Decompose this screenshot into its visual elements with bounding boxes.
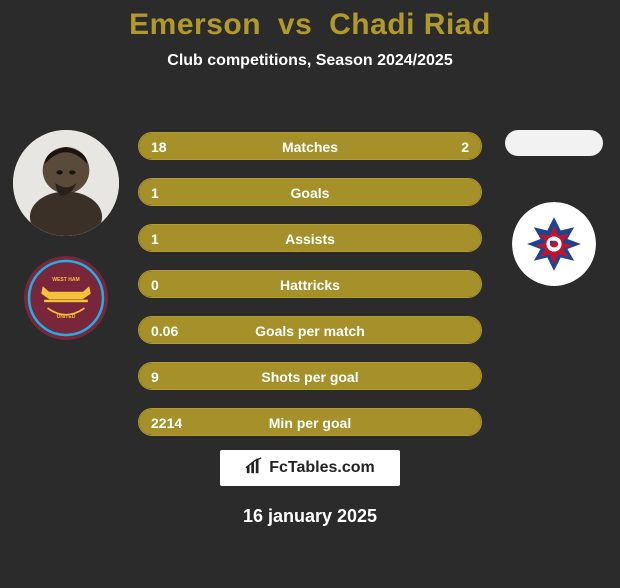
brand-badge[interactable]: FcTables.com — [220, 450, 400, 486]
stat-label: Shots per goal — [139, 363, 481, 390]
stat-label: Hattricks — [139, 271, 481, 298]
stat-label: Goals per match — [139, 317, 481, 344]
stat-row: 1Goals — [138, 178, 482, 206]
player2-column — [494, 130, 614, 286]
brand-chart-icon — [245, 457, 263, 480]
player2-avatar-placeholder — [505, 130, 603, 156]
subtitle: Club competitions, Season 2024/2025 — [0, 52, 620, 70]
stat-bars-container: 18Matches2 1Goals 1Assists 0Hattricks 0.06Go… — [138, 132, 482, 454]
title-vs: vs — [278, 8, 312, 41]
date-text: 16 january 2025 — [0, 506, 620, 527]
svg-text:WEST HAM: WEST HAM — [52, 277, 79, 283]
player1-avatar — [13, 130, 119, 236]
stat-row: 0Hattricks — [138, 270, 482, 298]
stat-row: 0.06Goals per match — [138, 316, 482, 344]
player1-club-badge: WEST HAM UNITED — [24, 256, 108, 340]
title-player1: Emerson — [129, 8, 261, 41]
brand-text: FcTables.com — [269, 459, 375, 477]
comparison-title: Emerson vs Chadi Riad — [0, 8, 620, 42]
svg-text:UNITED: UNITED — [57, 314, 76, 320]
stat-label: Matches — [139, 133, 481, 160]
stat-row: 9Shots per goal — [138, 362, 482, 390]
stat-label: Assists — [139, 225, 481, 252]
player1-column: WEST HAM UNITED — [6, 130, 126, 340]
stat-row: 1Assists — [138, 224, 482, 252]
stat-value-right: 2 — [461, 133, 469, 160]
stat-label: Goals — [139, 179, 481, 206]
title-player2: Chadi Riad — [329, 8, 491, 41]
stat-row: 18Matches2 — [138, 132, 482, 160]
stat-label: Min per goal — [139, 409, 481, 436]
stat-row: 2214Min per goal — [138, 408, 482, 436]
player2-club-badge — [512, 202, 596, 286]
